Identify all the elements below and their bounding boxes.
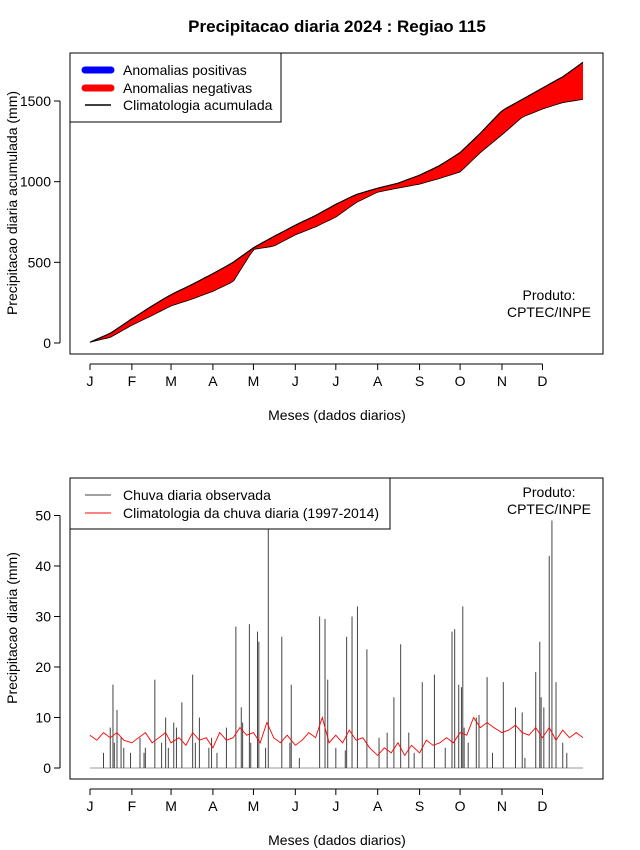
bottom-x-tick-label: M	[165, 798, 177, 814]
top-y-tick-label: 1500	[20, 93, 51, 109]
top-x-tick-label: O	[455, 373, 466, 389]
top-x-axis-label: Meses (dados diarios)	[268, 407, 406, 423]
legend-label-negative: Anomalias negativas	[123, 80, 252, 96]
bottom-product-label: Produto:	[523, 484, 576, 500]
top-y-tick-label: 0	[43, 335, 51, 351]
top-x-tick-label: J	[292, 373, 299, 389]
bottom-legend: Chuva diaria observada Climatologia da c…	[69, 477, 391, 530]
bottom-x-tick-label: M	[248, 798, 260, 814]
top-y-axis-label: Precipitacao diaria acumulada (mm)	[4, 91, 20, 315]
top-y-tick-label: 500	[28, 254, 52, 270]
top-x-tick-label: J	[332, 373, 339, 389]
bottom-x-tick-label: D	[537, 798, 547, 814]
top-x-tick-label: M	[248, 373, 260, 389]
bottom-x-tick-label: O	[455, 798, 466, 814]
bottom-x-tick-label: J	[292, 798, 299, 814]
bottom-y-tick-label: 10	[35, 710, 51, 726]
bottom-y-tick-label: 30	[35, 609, 51, 625]
top-plot-border	[69, 52, 604, 355]
top-product-label: Produto:	[523, 287, 576, 303]
bottom-x-tick-label: F	[128, 798, 137, 814]
top-y-tick-label: 1000	[20, 174, 51, 190]
bottom-y-axis-label: Precipitacao diaria (mm)	[4, 552, 20, 704]
daily-climatology-line	[89, 715, 584, 757]
climatology-accumulated-line	[89, 61, 584, 343]
top-x-tick-label: S	[415, 373, 424, 389]
legend-label-positive: Anomalias positivas	[123, 62, 247, 78]
top-x-tick-label: D	[537, 373, 547, 389]
top-y-axis: 0 500 1000 1500	[20, 93, 61, 351]
observed-accumulated-line	[89, 99, 584, 343]
top-x-tick-label: A	[373, 373, 383, 389]
top-x-tick-label: M	[165, 373, 177, 389]
bottom-y-tick-label: 0	[43, 760, 51, 776]
bottom-y-axis: 0 10 20 30 40 50	[35, 508, 61, 776]
top-product-source: CPTEC/INPE	[507, 304, 591, 320]
top-x-tick-label: F	[128, 373, 137, 389]
bottom-y-tick-label: 20	[35, 659, 51, 675]
bottom-product-source: CPTEC/INPE	[507, 501, 591, 517]
bottom-y-tick-label: 40	[35, 558, 51, 574]
bottom-x-tick-label: N	[497, 798, 507, 814]
chart-title: Precipitacao diaria 2024 : Regiao 115	[188, 17, 486, 36]
top-x-tick-label: J	[87, 373, 94, 389]
legend-label-climatology: Climatologia acumulada	[123, 97, 273, 113]
top-x-tick-label: A	[208, 373, 218, 389]
top-plot-area	[89, 61, 584, 343]
top-panel: J F M A M J J A S O N D 0 500 1000 1500 Meses (dados d…	[4, 52, 604, 423]
top-x-tick-label: N	[497, 373, 507, 389]
bottom-x-tick-label: J	[87, 798, 94, 814]
bottom-x-tick-label: A	[373, 798, 383, 814]
top-legend: Anomalias positivas Anomalias negativas …	[69, 52, 282, 123]
bottom-x-tick-label: A	[208, 798, 218, 814]
bottom-y-tick-label: 50	[35, 508, 51, 524]
bottom-panel: J F M A M J J A S O N D 0 10 20 30 40 50 Meses (dados di…	[4, 477, 604, 848]
bottom-x-tick-label: S	[415, 798, 424, 814]
bottom-plot-area	[89, 515, 584, 769]
bottom-legend-box	[69, 477, 391, 530]
legend-label-daily-climatology: Climatologia da chuva diaria (1997-2014)	[123, 505, 379, 521]
bottom-x-tick-label: J	[332, 798, 339, 814]
bottom-x-axis-label: Meses (dados diarios)	[268, 832, 406, 848]
legend-label-observed: Chuva diaria observada	[123, 487, 271, 503]
